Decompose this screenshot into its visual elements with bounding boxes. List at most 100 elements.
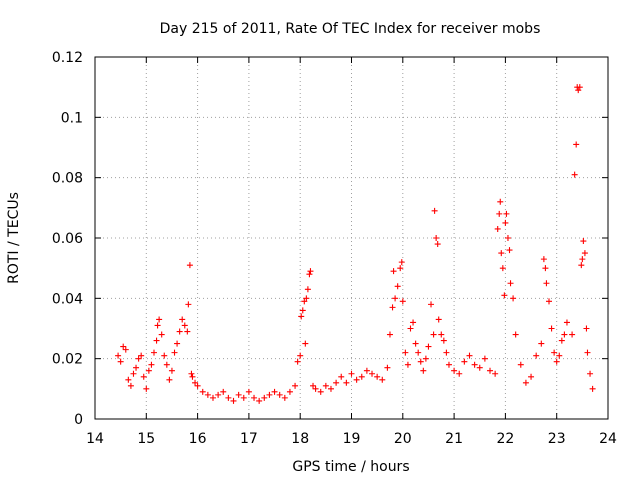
data-point [578,262,585,269]
data-point [481,355,488,362]
data-point [298,313,305,320]
data-point [589,385,596,392]
x-tick-label: 22 [496,431,514,447]
data-point [154,322,161,329]
data-point [189,373,196,380]
data-point [528,373,535,380]
data-point [194,382,201,389]
data-point [502,219,509,226]
data-point [302,340,309,347]
data-point [451,367,458,374]
data-point [392,295,399,302]
data-point [558,337,565,344]
data-point [130,370,137,377]
data-point [517,361,524,368]
data-point [551,349,558,356]
y-tick-label: 0.1 [61,110,83,126]
data-point [389,304,396,311]
data-point [115,352,122,359]
data-point [390,268,397,275]
data-point [579,256,586,263]
data-point [584,349,591,356]
data-point [327,385,334,392]
data-point [404,361,411,368]
data-point [499,265,506,272]
x-tick-label: 23 [548,431,566,447]
chart-title: Day 215 of 2011, Rate Of TEC Index for r… [160,21,541,37]
data-point [261,394,268,401]
data-point [431,207,438,214]
data-point [161,352,168,359]
data-point [333,379,340,386]
data-point [522,379,529,386]
data-point [303,295,310,302]
data-point [148,361,155,368]
data-point [292,382,299,389]
data-point [397,265,404,272]
data-point [410,319,417,326]
data-point [185,301,192,308]
y-axis-label: ROTI / TECUs [6,192,22,284]
data-point [497,198,504,205]
data-point [553,358,560,365]
data-point [476,364,483,371]
data-point [156,316,163,323]
data-point [496,210,503,217]
data-point [581,250,588,257]
y-tick-label: 0 [74,412,83,428]
data-point [422,355,429,362]
data-point [369,370,376,377]
data-point [398,259,405,266]
data-point [506,247,513,254]
data-point [417,358,424,365]
data-point [276,391,283,398]
x-tick-label: 16 [189,431,207,447]
data-point [445,361,452,368]
data-point [548,325,555,332]
data-point [573,141,580,148]
x-tick-label: 21 [445,431,463,447]
data-point [168,367,175,374]
data-point [286,388,293,395]
y-tick-label: 0.06 [52,231,83,247]
data-point [192,379,199,386]
data-point [587,370,594,377]
data-point [271,388,278,395]
data-point [166,376,173,383]
data-point [153,337,160,344]
data-point [504,235,511,241]
data-point [297,352,304,359]
data-point [374,373,381,380]
data-point [343,379,350,386]
data-point [245,388,252,395]
data-points [115,84,596,404]
data-point [501,292,508,299]
data-point [235,391,242,398]
data-point [510,295,517,302]
y-tick-label: 0.08 [52,171,83,187]
data-point [379,376,386,383]
data-point [425,343,432,350]
data-point [220,388,227,395]
x-axis-label: GPS time / hours [292,459,409,475]
data-point [143,385,150,392]
y-tick-label: 0.04 [52,291,83,307]
data-point [188,370,195,377]
data-point [120,343,127,350]
data-point [184,328,191,335]
data-point [415,349,422,356]
x-tick-label: 18 [291,431,309,447]
x-tick-label: 17 [240,431,258,447]
data-point [580,238,587,245]
data-point [440,337,447,344]
x-tick-label: 14 [86,431,104,447]
y-tick-label: 0.02 [52,352,83,368]
data-point [363,367,370,374]
data-point [353,376,360,383]
data-point [394,283,401,290]
data-point [256,397,263,404]
data-point [251,394,258,401]
data-point [181,322,188,329]
data-point [402,349,409,356]
